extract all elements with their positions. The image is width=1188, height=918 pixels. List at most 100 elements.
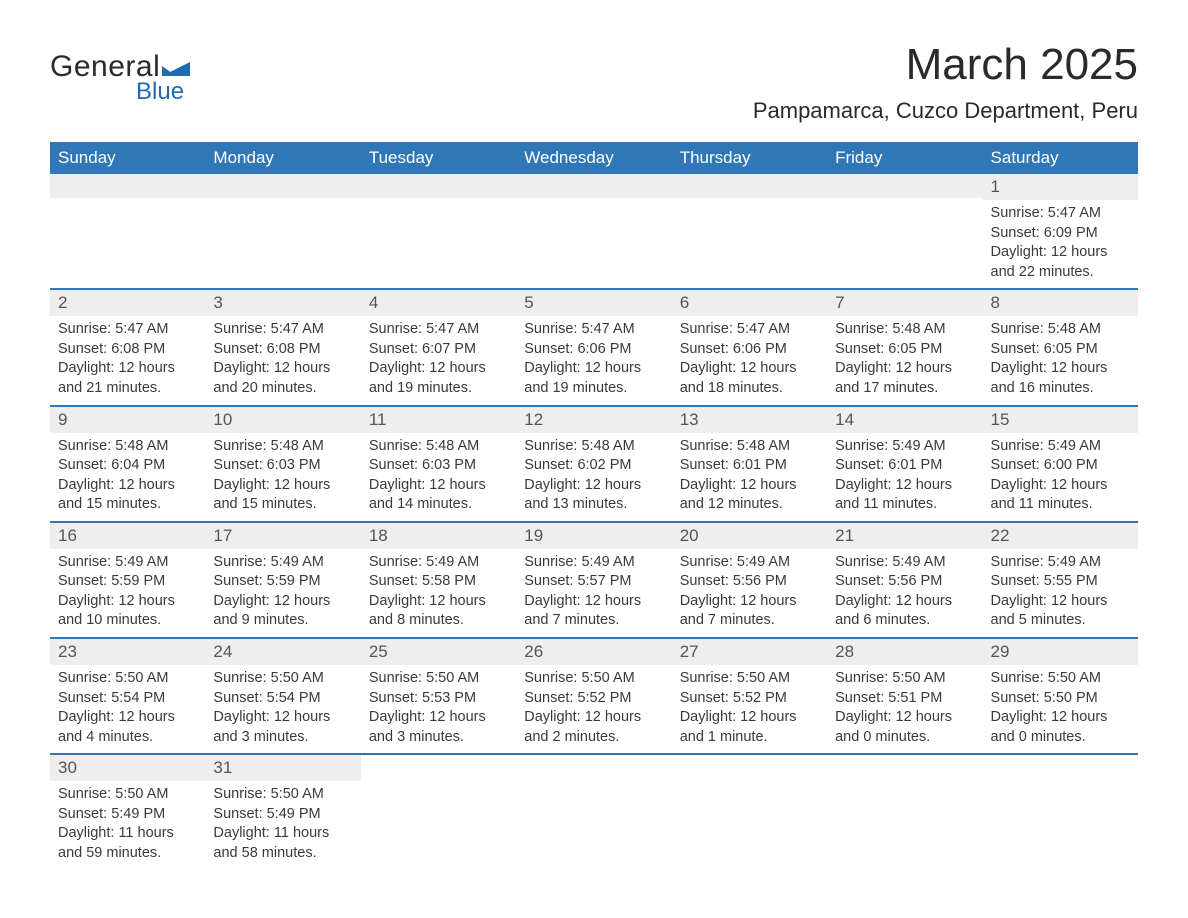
sunrise-text: Sunrise: 5:49 AM	[58, 553, 197, 573]
sunrise-text: Sunrise: 5:47 AM	[58, 320, 197, 340]
sunset-text: Sunset: 6:06 PM	[680, 340, 819, 360]
sunset-text: Sunset: 6:04 PM	[58, 456, 197, 476]
day-details: Sunrise: 5:47 AMSunset: 6:08 PMDaylight:…	[50, 316, 205, 404]
day-number: 8	[983, 290, 1138, 316]
calendar-day-cell: 5Sunrise: 5:47 AMSunset: 6:06 PMDaylight…	[516, 289, 671, 405]
calendar-day-cell: 4Sunrise: 5:47 AMSunset: 6:07 PMDaylight…	[361, 289, 516, 405]
calendar-body: 1Sunrise: 5:47 AMSunset: 6:09 PMDaylight…	[50, 174, 1138, 870]
daylight-text: Daylight: 11 hours and 59 minutes.	[58, 824, 197, 863]
day-details: Sunrise: 5:49 AMSunset: 5:59 PMDaylight:…	[205, 549, 360, 637]
daylight-text: Daylight: 12 hours and 11 minutes.	[835, 476, 974, 515]
calendar-day-cell: 10 Sunrise: 5:48 AMSunset: 6:03 PMDayligh…	[205, 406, 360, 522]
day-number: 18	[361, 523, 516, 549]
day-number: 15	[983, 407, 1138, 433]
sunrise-text: Sunrise: 5:47 AM	[680, 320, 819, 340]
daylight-text: Daylight: 12 hours and 3 minutes.	[213, 708, 352, 747]
day-number: 12	[516, 407, 671, 433]
day-number: 16	[50, 523, 205, 549]
sunset-text: Sunset: 5:54 PM	[58, 689, 197, 709]
day-number-empty	[672, 174, 827, 198]
day-number: 29	[983, 639, 1138, 665]
daylight-text: Daylight: 12 hours and 19 minutes.	[524, 359, 663, 398]
calendar-day-cell: 17Sunrise: 5:49 AMSunset: 5:59 PMDayligh…	[205, 522, 360, 638]
sunset-text: Sunset: 5:57 PM	[524, 572, 663, 592]
day-details: Sunrise: 5:50 AMSunset: 5:52 PMDaylight:…	[672, 665, 827, 753]
daylight-text: Daylight: 12 hours and 19 minutes.	[369, 359, 508, 398]
sunrise-text: Sunrise: 5:50 AM	[213, 785, 352, 805]
sunrise-text: Sunrise: 5:49 AM	[991, 437, 1130, 457]
daylight-text: Daylight: 12 hours and 15 minutes.	[213, 476, 352, 515]
weekday-header: Tuesday	[361, 142, 516, 174]
calendar-day-cell	[672, 754, 827, 869]
calendar-day-cell: 9Sunrise: 5:48 AMSunset: 6:04 PMDaylight…	[50, 406, 205, 522]
sunset-text: Sunset: 5:52 PM	[680, 689, 819, 709]
sunset-text: Sunset: 6:03 PM	[213, 456, 352, 476]
sunrise-text: Sunrise: 5:48 AM	[369, 437, 508, 457]
sunset-text: Sunset: 5:56 PM	[680, 572, 819, 592]
logo: General Blue	[50, 50, 190, 106]
sunrise-text: Sunrise: 5:50 AM	[835, 669, 974, 689]
sunrise-text: Sunrise: 5:47 AM	[991, 204, 1130, 224]
day-number-empty	[516, 174, 671, 198]
day-details: Sunrise: 5:49 AMSunset: 5:58 PMDaylight:…	[361, 549, 516, 637]
calendar-day-cell: 23Sunrise: 5:50 AMSunset: 5:54 PMDayligh…	[50, 638, 205, 754]
sunrise-text: Sunrise: 5:48 AM	[524, 437, 663, 457]
sunset-text: Sunset: 5:53 PM	[369, 689, 508, 709]
day-number: 7	[827, 290, 982, 316]
calendar-day-cell: 24Sunrise: 5:50 AMSunset: 5:54 PMDayligh…	[205, 638, 360, 754]
calendar-day-cell	[827, 174, 982, 289]
calendar-day-cell	[205, 174, 360, 289]
daylight-text: Daylight: 12 hours and 10 minutes.	[58, 592, 197, 631]
calendar-day-cell: 25Sunrise: 5:50 AMSunset: 5:53 PMDayligh…	[361, 638, 516, 754]
calendar-day-cell: 26Sunrise: 5:50 AMSunset: 5:52 PMDayligh…	[516, 638, 671, 754]
logo-text-blue: Blue	[136, 78, 190, 106]
day-details: Sunrise: 5:47 AMSunset: 6:07 PMDaylight:…	[361, 316, 516, 404]
calendar-day-cell: 19Sunrise: 5:49 AMSunset: 5:57 PMDayligh…	[516, 522, 671, 638]
day-details: Sunrise: 5:50 AMSunset: 5:52 PMDaylight:…	[516, 665, 671, 753]
calendar-day-cell: 7Sunrise: 5:48 AMSunset: 6:05 PMDaylight…	[827, 289, 982, 405]
calendar-day-cell	[672, 174, 827, 289]
sunrise-text: Sunrise: 5:50 AM	[58, 669, 197, 689]
title-block: March 2025 Pampamarca, Cuzco Department,…	[753, 40, 1138, 124]
day-number: 10	[205, 407, 360, 433]
sunrise-text: Sunrise: 5:47 AM	[524, 320, 663, 340]
day-number: 27	[672, 639, 827, 665]
daylight-text: Daylight: 12 hours and 22 minutes.	[991, 243, 1130, 282]
day-details: Sunrise: 5:47 AMSunset: 6:08 PMDaylight:…	[205, 316, 360, 404]
calendar-day-cell: 6Sunrise: 5:47 AMSunset: 6:06 PMDaylight…	[672, 289, 827, 405]
calendar-week-row: 9Sunrise: 5:48 AMSunset: 6:04 PMDaylight…	[50, 406, 1138, 522]
sunset-text: Sunset: 6:05 PM	[835, 340, 974, 360]
calendar-day-cell: 29Sunrise: 5:50 AMSunset: 5:50 PMDayligh…	[983, 638, 1138, 754]
day-number: 2	[50, 290, 205, 316]
day-number: 3	[205, 290, 360, 316]
sunrise-text: Sunrise: 5:47 AM	[213, 320, 352, 340]
sunrise-text: Sunrise: 5:50 AM	[369, 669, 508, 689]
calendar-week-row: 16Sunrise: 5:49 AMSunset: 5:59 PMDayligh…	[50, 522, 1138, 638]
sunrise-text: Sunrise: 5:48 AM	[213, 437, 352, 457]
calendar-day-cell: 13Sunrise: 5:48 AMSunset: 6:01 PMDayligh…	[672, 406, 827, 522]
sunset-text: Sunset: 5:56 PM	[835, 572, 974, 592]
calendar-day-cell: 21Sunrise: 5:49 AMSunset: 5:56 PMDayligh…	[827, 522, 982, 638]
calendar-day-cell	[983, 754, 1138, 869]
daylight-text: Daylight: 12 hours and 7 minutes.	[524, 592, 663, 631]
sunrise-text: Sunrise: 5:49 AM	[835, 553, 974, 573]
day-number: 13	[672, 407, 827, 433]
calendar-day-cell: 22Sunrise: 5:49 AMSunset: 5:55 PMDayligh…	[983, 522, 1138, 638]
daylight-text: Daylight: 12 hours and 0 minutes.	[835, 708, 974, 747]
day-details: Sunrise: 5:47 AMSunset: 6:06 PMDaylight:…	[672, 316, 827, 404]
day-details: Sunrise: 5:48 AMSunset: 6:02 PMDaylight:…	[516, 433, 671, 521]
weekday-header: Monday	[205, 142, 360, 174]
calendar-day-cell	[516, 174, 671, 289]
sunset-text: Sunset: 6:01 PM	[835, 456, 974, 476]
sunset-text: Sunset: 6:02 PM	[524, 456, 663, 476]
daylight-text: Daylight: 12 hours and 16 minutes.	[991, 359, 1130, 398]
sunset-text: Sunset: 5:50 PM	[991, 689, 1130, 709]
day-number: 30	[50, 755, 205, 781]
day-details: Sunrise: 5:47 AMSunset: 6:06 PMDaylight:…	[516, 316, 671, 404]
daylight-text: Daylight: 12 hours and 18 minutes.	[680, 359, 819, 398]
sunset-text: Sunset: 6:08 PM	[58, 340, 197, 360]
sunset-text: Sunset: 5:49 PM	[58, 805, 197, 825]
day-number: 1	[983, 174, 1138, 200]
calendar-day-cell	[827, 754, 982, 869]
daylight-text: Daylight: 12 hours and 21 minutes.	[58, 359, 197, 398]
